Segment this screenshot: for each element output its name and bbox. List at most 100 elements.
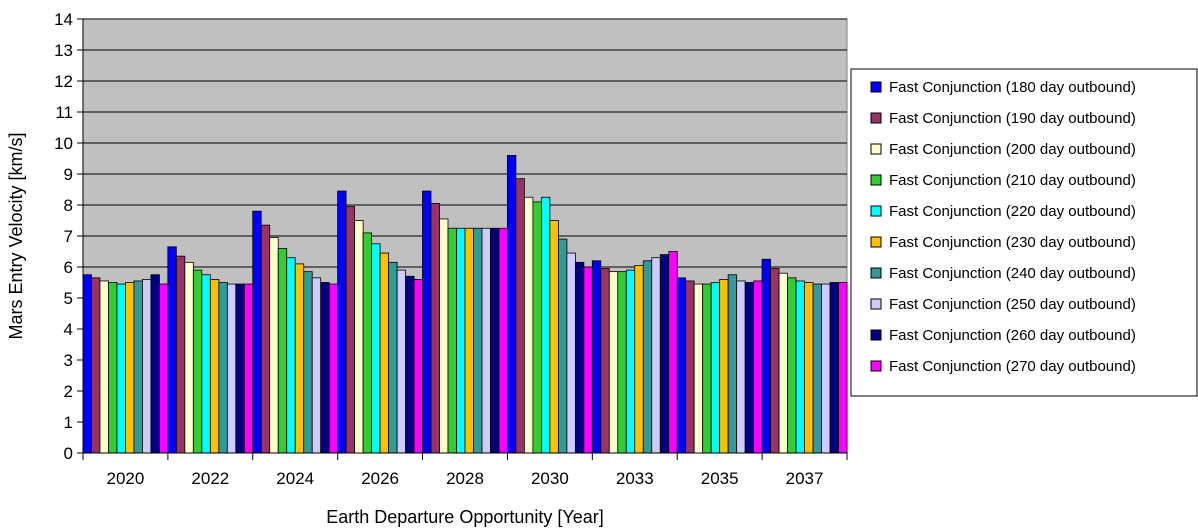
bar	[337, 190, 347, 454]
y-axis-title: Mars Entry Velocity [km/s]	[6, 132, 26, 339]
bar	[770, 268, 780, 454]
bar	[719, 278, 729, 454]
y-tick-label: 11	[55, 103, 73, 122]
x-tick-label: 2026	[361, 469, 399, 488]
bar	[311, 277, 322, 454]
legend-swatch	[870, 205, 882, 217]
y-tick-label: 7	[64, 227, 73, 246]
bar	[303, 271, 313, 454]
bar	[328, 283, 339, 454]
x-tick-label: 2030	[531, 469, 569, 488]
bar	[439, 218, 449, 454]
bar	[838, 282, 848, 454]
bar	[710, 282, 721, 454]
bar	[192, 269, 203, 454]
bar	[727, 274, 738, 454]
axes	[77, 18, 848, 460]
legend-items: Fast Conjunction (180 day outbound) Fast …	[870, 79, 1136, 375]
legend-swatch	[870, 360, 882, 372]
bar	[583, 266, 593, 454]
legend-swatch	[870, 267, 882, 279]
bar	[634, 265, 644, 454]
bar	[286, 257, 296, 454]
legend-label: Fast Conjunction (250 day outbound)	[889, 296, 1136, 313]
bar	[99, 280, 109, 454]
y-tick-label: 12	[54, 72, 73, 91]
bar	[600, 268, 610, 454]
bar	[506, 154, 517, 454]
bar	[642, 260, 653, 454]
bar	[294, 263, 305, 454]
bar	[175, 255, 186, 454]
bar	[812, 283, 822, 454]
bar	[430, 203, 440, 454]
bar	[354, 220, 364, 454]
y-tick-label: 1	[64, 413, 73, 432]
bar	[125, 282, 135, 454]
bar	[362, 232, 373, 454]
x-tick-labels: 2020 2022 2024 2026 2028 2030 2033 2035 2037	[107, 469, 824, 488]
x-tick-label: 2037	[786, 469, 824, 488]
bar	[481, 227, 491, 454]
bar	[371, 243, 381, 454]
legend-swatch	[870, 174, 882, 186]
y-tick-label: 9	[64, 165, 73, 184]
bar	[557, 238, 568, 454]
x-tick-label: 2035	[701, 469, 739, 488]
bar	[260, 224, 271, 454]
bar	[269, 237, 279, 454]
y-tick-label: 8	[64, 196, 73, 215]
bar	[523, 196, 534, 454]
bar	[778, 272, 788, 454]
y-tick-label: 2	[64, 382, 73, 401]
legend-label: Fast Conjunction (220 day outbound)	[889, 203, 1136, 220]
bar	[91, 277, 101, 454]
y-tick-label: 3	[64, 351, 73, 370]
bar	[388, 261, 398, 454]
bar	[540, 196, 551, 454]
bar	[574, 261, 585, 454]
bar	[821, 283, 831, 454]
y-tick-label: 5	[64, 289, 73, 308]
bar	[676, 277, 687, 454]
bar	[795, 280, 805, 454]
bar	[736, 280, 746, 454]
x-tick-label: 2020	[107, 469, 145, 488]
y-tick-label: 10	[54, 134, 73, 153]
legend: Fast Conjunction (180 day outbound) Fast …	[850, 68, 1198, 397]
bar	[693, 283, 704, 454]
bar	[761, 258, 771, 454]
bar	[659, 254, 670, 454]
bar	[473, 227, 483, 454]
bar	[405, 275, 415, 454]
bar	[685, 280, 695, 454]
legend-swatch	[870, 329, 882, 341]
x-tick-label: 2028	[446, 469, 484, 488]
bar	[566, 252, 576, 454]
bar	[625, 269, 636, 454]
legend-box	[850, 68, 1198, 397]
bar	[320, 282, 330, 454]
legend-label: Fast Conjunction (240 day outbound)	[889, 265, 1136, 282]
y-tick-label: 4	[64, 320, 73, 339]
legend-label: Fast Conjunction (260 day outbound)	[889, 327, 1136, 344]
bar	[108, 282, 118, 454]
bar	[218, 282, 228, 454]
bar	[379, 252, 390, 454]
bar	[498, 227, 508, 454]
bar	[668, 251, 678, 454]
legend-label: Fast Conjunction (190 day outbound)	[889, 110, 1136, 127]
y-tick-label: 14	[54, 10, 73, 29]
bar	[702, 283, 712, 454]
bar	[167, 246, 177, 454]
bar	[150, 274, 160, 454]
legend-swatch	[870, 81, 882, 93]
bar	[413, 278, 424, 454]
bar	[464, 227, 474, 454]
legend-label: Fast Conjunction (270 day outbound)	[889, 358, 1136, 375]
bar	[651, 257, 661, 454]
bar	[591, 260, 602, 454]
bar	[184, 261, 194, 454]
bar	[209, 278, 220, 454]
bar	[549, 220, 559, 454]
